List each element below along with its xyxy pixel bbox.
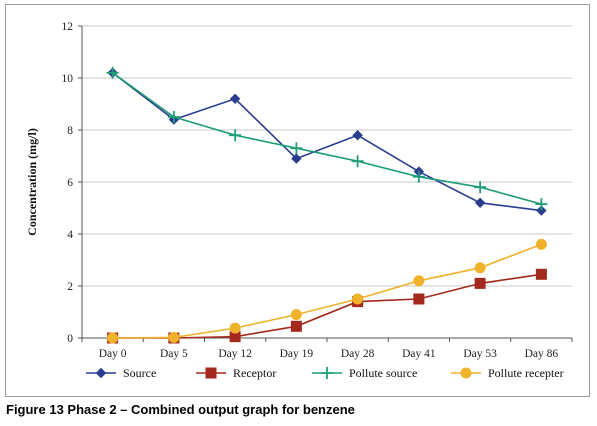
figure-title: Phase 2 – Combined output graph for benz… bbox=[67, 402, 355, 417]
legend-item: Pollute recepter bbox=[451, 366, 564, 380]
data-point bbox=[413, 293, 425, 305]
data-point bbox=[351, 155, 364, 168]
data-point bbox=[535, 238, 547, 250]
data-point bbox=[229, 129, 242, 142]
y-tick-label: 2 bbox=[67, 281, 73, 293]
data-point bbox=[474, 181, 487, 194]
series-pollute-source bbox=[106, 66, 548, 211]
x-tick-label: Day 0 bbox=[99, 348, 127, 360]
data-point bbox=[413, 275, 425, 287]
y-tick-label: 6 bbox=[67, 177, 73, 189]
series-line bbox=[112, 72, 542, 205]
series-pollute-recepter bbox=[107, 238, 547, 344]
x-tick-label: Day 86 bbox=[525, 348, 559, 360]
chart-frame: 0 2 4 6 8 10 12 Day 0 Day 5 Day 12 Day 19 Day 28 Da… bbox=[5, 4, 590, 397]
data-point bbox=[107, 332, 119, 344]
data-point bbox=[535, 268, 547, 280]
data-point bbox=[106, 66, 119, 79]
axes bbox=[78, 25, 573, 342]
x-tick-labels: Day 0 Day 5 Day 12 Day 19 Day 28 Day 41 Day 53… bbox=[99, 348, 559, 360]
legend-marker bbox=[460, 367, 472, 379]
x-tick-label: Day 12 bbox=[218, 348, 252, 360]
legend-label: Pollute source bbox=[349, 366, 417, 380]
data-point bbox=[535, 198, 548, 211]
series-line bbox=[112, 72, 542, 212]
data-point bbox=[474, 197, 486, 208]
data-point bbox=[290, 320, 302, 332]
series-line bbox=[112, 273, 542, 339]
x-tick-label: Day 28 bbox=[341, 348, 375, 360]
y-tick-label: 8 bbox=[67, 125, 73, 137]
legend-item: Receptor bbox=[196, 366, 276, 380]
legend-marker bbox=[321, 367, 333, 379]
series-source bbox=[107, 67, 547, 216]
series-lines bbox=[106, 66, 548, 344]
legend-marker bbox=[95, 367, 107, 379]
figure-number: Figure 13 bbox=[6, 402, 64, 417]
y-tick-label: 10 bbox=[62, 73, 74, 85]
data-point bbox=[291, 153, 302, 164]
grid-lines bbox=[82, 25, 572, 287]
legend-marker bbox=[205, 367, 217, 379]
legend-label: Pollute recepter bbox=[488, 366, 564, 380]
y-tick-label: 12 bbox=[62, 21, 74, 33]
legend-label: Receptor bbox=[233, 366, 276, 380]
legend: Source Receptor Pollute source Pollute rece… bbox=[86, 366, 564, 380]
y-tick-label: 0 bbox=[67, 333, 73, 345]
data-point bbox=[352, 130, 363, 141]
x-tick-label: Day 5 bbox=[160, 348, 188, 360]
figure-caption: Figure 13 Phase 2 – Combined output grap… bbox=[6, 402, 591, 422]
data-point bbox=[412, 170, 425, 183]
y-tick-label: 4 bbox=[67, 229, 73, 241]
data-point bbox=[536, 205, 547, 216]
data-point bbox=[167, 111, 180, 123]
legend-item: Source bbox=[86, 366, 156, 380]
legend-item: Pollute source bbox=[312, 366, 417, 380]
data-point bbox=[290, 309, 302, 321]
x-tick-label: Day 41 bbox=[402, 348, 436, 360]
data-point bbox=[474, 262, 486, 274]
data-point bbox=[168, 331, 180, 343]
x-tick-label: Day 19 bbox=[280, 348, 314, 360]
y-axis-title: Concentration (mg/l) bbox=[25, 128, 39, 236]
data-point bbox=[352, 293, 364, 305]
data-point bbox=[229, 331, 241, 343]
legend-label: Source bbox=[123, 366, 156, 380]
data-point bbox=[229, 322, 241, 334]
series-line bbox=[112, 243, 542, 339]
data-point bbox=[290, 142, 303, 155]
x-tick-label: Day 53 bbox=[463, 348, 497, 360]
data-point bbox=[474, 277, 486, 289]
data-point bbox=[229, 93, 241, 104]
y-tick-labels: 0 2 4 6 8 10 12 bbox=[62, 21, 74, 345]
